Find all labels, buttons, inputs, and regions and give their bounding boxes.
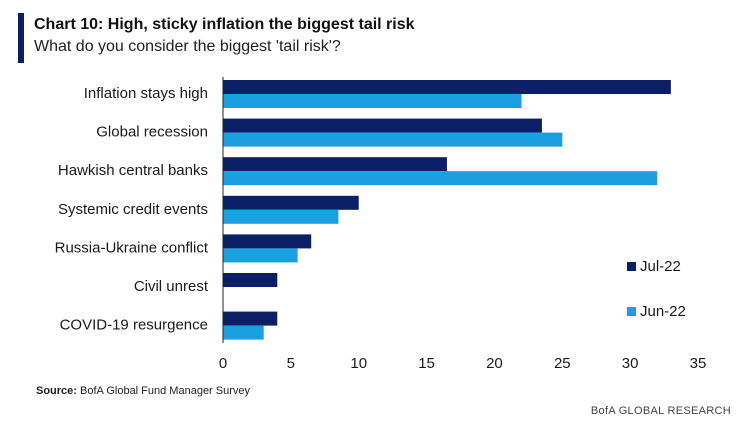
x-tick-label: 20 [486, 355, 503, 372]
bar-jun-22 [223, 132, 563, 147]
bar-jun-22 [223, 171, 658, 186]
category-label: Hawkish central banks [58, 162, 208, 179]
bar-jul-22 [223, 311, 278, 326]
x-tick-label: 35 [690, 355, 707, 372]
bar-jul-22 [223, 234, 312, 249]
legend-label: Jun-22 [640, 303, 686, 320]
category-label: Civil unrest [134, 278, 209, 295]
category-label: Inflation stays high [84, 85, 208, 102]
bar-jul-22 [223, 118, 542, 133]
x-tick-label: 10 [350, 355, 367, 372]
legend-swatch-jun-22 [627, 307, 636, 316]
legend-swatch-jul-22 [627, 262, 636, 271]
x-tick-label: 30 [622, 355, 639, 372]
chart-title: Chart 10: High, sticky inflation the big… [34, 16, 415, 33]
bar-jun-22 [223, 325, 264, 340]
legend-label: Jul-22 [640, 258, 681, 275]
category-label: Russia-Ukraine conflict [55, 239, 209, 256]
bar-jul-22 [223, 80, 671, 94]
bar-jul-22 [223, 157, 447, 172]
bar-jun-22 [223, 94, 522, 108]
category-label: COVID-19 resurgence [60, 317, 208, 334]
x-tick-label: 5 [287, 355, 295, 372]
x-tick-label: 15 [418, 355, 435, 372]
source-text: BofA Global Fund Manager Survey [80, 385, 251, 397]
bar-jul-22 [223, 195, 359, 210]
chart-subtitle: What do you consider the biggest 'tail r… [34, 38, 341, 55]
category-label: Systemic credit events [58, 201, 208, 218]
category-label: Global recession [96, 124, 208, 141]
source-note: Source: BofA Global Fund Manager Survey [36, 385, 250, 397]
x-tick-label: 25 [554, 355, 571, 372]
bar-jun-22 [223, 209, 339, 224]
footer-brand: BofA GLOBAL RESEARCH [590, 405, 731, 417]
source-label: Source: [36, 385, 77, 397]
bar-jul-22 [223, 273, 278, 287]
bar-jun-22 [223, 248, 298, 263]
header-accent-bar [18, 13, 24, 63]
x-tick-label: 0 [219, 355, 227, 372]
